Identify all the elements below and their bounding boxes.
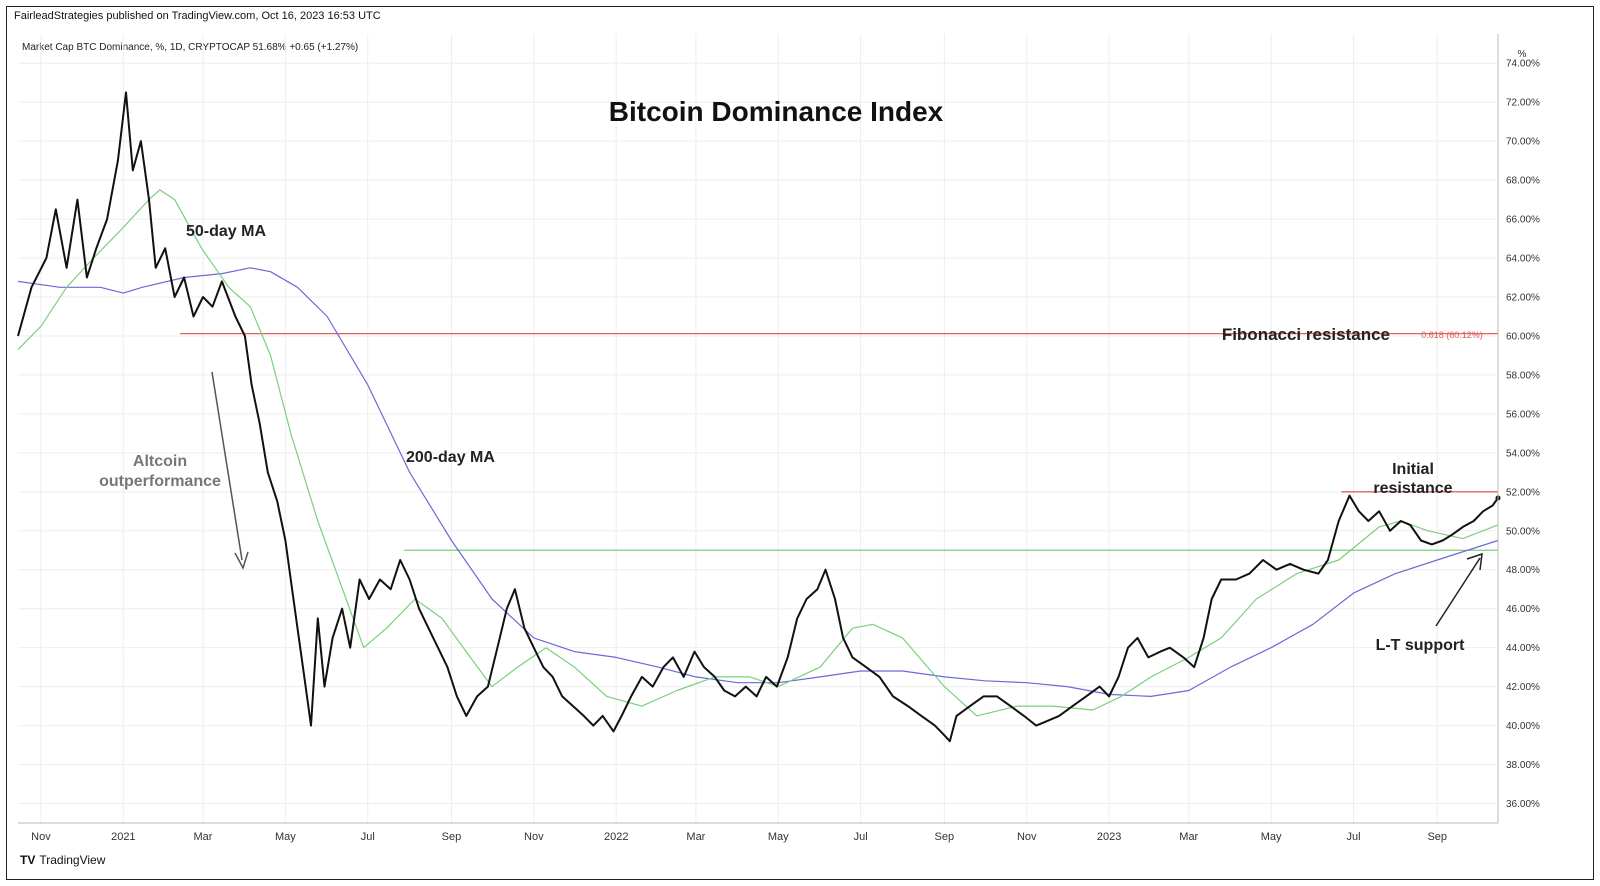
y-tick-label: 38.00% (1506, 760, 1540, 771)
x-tick-label: Jul (361, 831, 375, 843)
y-tick-label: 40.00% (1506, 721, 1540, 732)
support-arrow (1435, 552, 1483, 627)
y-tick-label: 62.00% (1506, 293, 1540, 304)
price-scale[interactable]: 36.00% 38.00% 40.00% 42.00% 44.00% 46.00% 48.0… (1506, 59, 1540, 810)
y-tick-label: 60.00% (1506, 331, 1540, 342)
chart-title: Bitcoin Dominance Index (609, 96, 944, 127)
x-tick-label: 2023 (1097, 831, 1121, 843)
initial-resistance-line1: Initial (1392, 461, 1434, 478)
series-lines (17, 91, 1501, 743)
ma200-label: 200-day MA (406, 449, 495, 466)
x-tick-label: Nov (1017, 831, 1037, 843)
x-tick-label: Mar (194, 831, 213, 843)
x-tick-label: Sep (1427, 831, 1447, 843)
publisher-line: FairleadStrategies published on TradingV… (14, 10, 381, 22)
time-scale[interactable]: Nov 2021 Mar May Jul Sep Nov 2022 Mar May Jul Sep No… (31, 831, 1447, 843)
y-tick-label: 36.00% (1506, 799, 1540, 810)
x-tick-label: Mar (686, 831, 705, 843)
y-tick-label: 58.00% (1506, 370, 1540, 381)
y-tick-label: 54.00% (1506, 448, 1540, 459)
y-tick-label: 70.00% (1506, 137, 1540, 148)
grid (18, 34, 1498, 823)
x-tick-label: 2022 (604, 831, 628, 843)
y-tick-label: 44.00% (1506, 643, 1540, 654)
x-tick-label: Sep (935, 831, 955, 843)
lt-support-label: L-T support (1376, 637, 1466, 654)
x-tick-label: Jul (1346, 831, 1360, 843)
altcoin-arrow (211, 371, 249, 570)
brand-text: TradingView (39, 853, 106, 867)
y-tick-label: 46.00% (1506, 604, 1540, 615)
fib-level-label: 0.618 (60.12%) (1421, 330, 1483, 340)
y-tick-label: 66.00% (1506, 215, 1540, 226)
y-tick-label: 56.00% (1506, 409, 1540, 420)
x-tick-label: May (768, 831, 789, 843)
fibonacci-resistance-label: Fibonacci resistance (1222, 325, 1390, 344)
tradingview-brand[interactable]: TV TradingView (20, 853, 105, 867)
horizontal-lines (180, 332, 1498, 551)
x-tick-label: 2021 (111, 831, 135, 843)
series-ma50-line (17, 189, 1499, 717)
x-tick-label: Jul (854, 831, 868, 843)
unit-label: % (1518, 49, 1527, 60)
altcoin-label-line2: outperformance (99, 473, 221, 490)
initial-resistance-line2: resistance (1373, 480, 1452, 497)
series-legend[interactable]: Market Cap BTC Dominance, %, 1D, CRYPTOC… (22, 42, 359, 53)
x-tick-label: May (275, 831, 296, 843)
x-tick-label: May (1261, 831, 1282, 843)
y-tick-label: 52.00% (1506, 487, 1540, 498)
y-tick-label: 64.00% (1506, 254, 1540, 265)
y-tick-label: 50.00% (1506, 526, 1540, 537)
y-tick-label: 72.00% (1506, 98, 1540, 109)
y-tick-label: 74.00% (1506, 59, 1540, 70)
x-tick-label: Nov (524, 831, 544, 843)
ma50-label: 50-day MA (186, 223, 266, 240)
x-tick-label: Nov (31, 831, 51, 843)
series-price-line (17, 91, 1499, 743)
y-tick-label: 68.00% (1506, 176, 1540, 187)
series-ma200-line (17, 267, 1499, 698)
altcoin-label-line1: Altcoin (133, 453, 187, 470)
x-tick-label: Sep (442, 831, 462, 843)
y-tick-label: 48.00% (1506, 565, 1540, 576)
y-tick-label: 42.00% (1506, 682, 1540, 693)
chart-frame (6, 6, 1594, 880)
tradingview-logo-icon: TV (20, 853, 36, 867)
x-tick-label: Mar (1179, 831, 1198, 843)
